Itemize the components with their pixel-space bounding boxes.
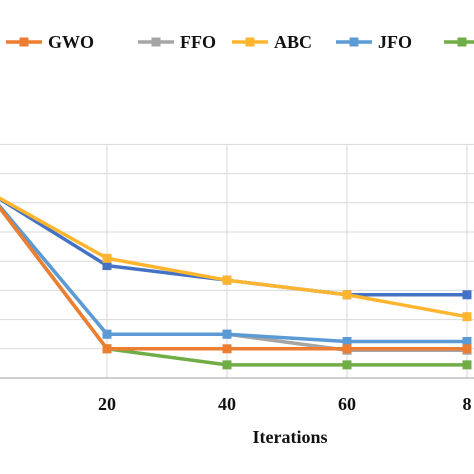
gridlines (0, 143, 474, 378)
legend-marker (151, 37, 161, 47)
data-point (222, 329, 232, 339)
x-tick-label: 60 (338, 394, 356, 414)
legend-label: ABC (274, 32, 312, 52)
series-line (0, 203, 467, 344)
series-lines (0, 196, 472, 370)
data-point (462, 312, 472, 322)
legend-item: FFO (138, 32, 216, 52)
x-tick-label: 8 (463, 394, 472, 414)
data-point (342, 344, 352, 354)
legend-label: FFO (180, 32, 216, 52)
series-jfo (0, 203, 472, 346)
x-axis-title: Iterations (253, 427, 328, 447)
legend: GWO FFO ABC JFO (6, 32, 474, 52)
data-point (102, 261, 112, 271)
legend-item (444, 37, 474, 47)
series-ffo (0, 203, 472, 355)
data-point (342, 360, 352, 370)
legend-label: GWO (48, 32, 94, 52)
data-point (462, 344, 472, 354)
x-tick-label: 20 (98, 394, 116, 414)
legend-item: JFO (336, 32, 412, 52)
series-line (0, 205, 467, 367)
data-point (462, 337, 472, 346)
legend-label: JFO (378, 32, 412, 52)
legend-marker (245, 37, 255, 47)
series-line (0, 205, 467, 351)
data-point (342, 290, 352, 300)
legend-item: GWO (6, 32, 94, 52)
x-tick-label: 40 (218, 394, 236, 414)
data-point (102, 253, 112, 263)
data-point (222, 275, 232, 285)
series-line (0, 203, 467, 353)
legend-item: ABC (232, 32, 312, 52)
data-point (102, 329, 112, 339)
x-tick-labels: 20 40 60 8 (98, 394, 472, 414)
legend-marker (19, 37, 29, 47)
series-unnamed-5 (0, 205, 472, 354)
data-point (102, 344, 112, 354)
legend-marker (457, 37, 467, 47)
data-point (222, 360, 232, 370)
data-point (462, 360, 472, 370)
legend-marker (349, 37, 359, 47)
data-point (222, 344, 232, 354)
series-abc (0, 196, 472, 322)
data-point (342, 337, 352, 346)
data-point (462, 290, 472, 300)
